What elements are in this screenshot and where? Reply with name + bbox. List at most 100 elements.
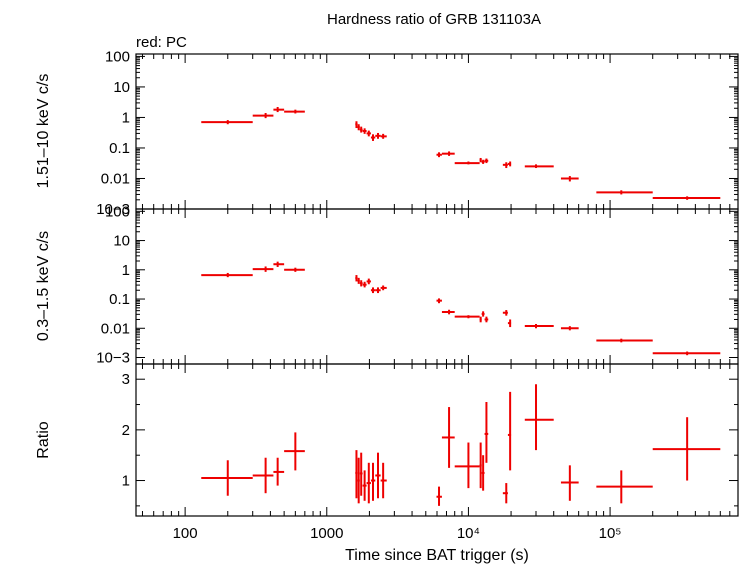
data-point bbox=[201, 460, 253, 496]
data-point bbox=[479, 157, 482, 163]
data-point bbox=[273, 261, 285, 267]
y-tick-label: 100 bbox=[105, 48, 130, 65]
data-point bbox=[484, 402, 489, 463]
data-point bbox=[375, 452, 381, 499]
data-point bbox=[436, 152, 442, 158]
data-point bbox=[596, 338, 653, 343]
data-point bbox=[596, 470, 653, 504]
y-tick-label: 1 bbox=[122, 109, 130, 126]
y-axis-label: Ratio bbox=[35, 421, 52, 458]
data-point bbox=[479, 442, 482, 489]
data-point bbox=[362, 470, 367, 501]
data-point bbox=[441, 309, 455, 315]
data-point bbox=[454, 161, 480, 165]
y-tick-label: 10 bbox=[113, 79, 130, 96]
data-point bbox=[454, 442, 480, 489]
data-point bbox=[252, 112, 274, 119]
panel-2: 100 10 1 0.1 0.01 10−3 0.3–1.5 keV c/s bbox=[35, 203, 739, 367]
y-tick-label: 10−3 bbox=[96, 201, 130, 218]
data-point bbox=[375, 287, 381, 294]
data-point bbox=[380, 285, 387, 291]
data-point bbox=[362, 128, 367, 134]
data-point bbox=[481, 455, 485, 491]
data-point bbox=[380, 133, 387, 139]
data-point bbox=[502, 483, 508, 504]
y-axis-label: 0.3–1.5 keV c/s bbox=[35, 231, 52, 341]
data-point bbox=[201, 272, 253, 278]
y-tick-label: 100 bbox=[105, 203, 130, 220]
data-point bbox=[441, 151, 455, 156]
y-tick-label: 10 bbox=[113, 233, 130, 250]
data-point bbox=[507, 319, 512, 328]
data-point bbox=[370, 287, 376, 294]
data-point bbox=[380, 462, 387, 499]
data-point bbox=[375, 132, 381, 139]
panel-frame bbox=[135, 53, 739, 210]
y-tick-label: 10−3 bbox=[96, 350, 130, 367]
data-point bbox=[355, 450, 358, 499]
data-point bbox=[524, 164, 554, 169]
y-tick-label: 0.01 bbox=[101, 320, 130, 337]
data-point bbox=[273, 457, 285, 486]
data-point bbox=[436, 486, 442, 506]
data-point bbox=[366, 278, 371, 285]
y-axis-label: 1.51–10 keV c/s bbox=[35, 74, 52, 189]
data-point bbox=[359, 126, 363, 133]
data-point bbox=[357, 124, 360, 131]
x-tick-label: 1000 bbox=[310, 525, 343, 542]
y-tick-label: 2 bbox=[122, 422, 130, 439]
data-point bbox=[357, 277, 360, 284]
data-point bbox=[507, 161, 512, 167]
y-tick-label: 3 bbox=[122, 371, 130, 388]
data-point bbox=[481, 311, 485, 317]
data-point bbox=[359, 452, 363, 496]
data-point bbox=[370, 462, 376, 501]
data-point bbox=[652, 196, 721, 200]
data-point bbox=[481, 159, 485, 164]
data-point bbox=[524, 384, 554, 451]
y-tick-label: 0.01 bbox=[101, 170, 130, 187]
data-point bbox=[273, 107, 285, 113]
data-point bbox=[201, 120, 253, 125]
data-point bbox=[366, 130, 371, 137]
data-point bbox=[284, 109, 305, 114]
data-point bbox=[355, 275, 358, 282]
x-axis-label: Time since BAT trigger (s) bbox=[345, 547, 529, 564]
data-point bbox=[652, 351, 721, 356]
y-tick-label: 1 bbox=[122, 262, 130, 279]
data-point bbox=[366, 462, 371, 504]
data-point bbox=[252, 457, 274, 494]
data-point bbox=[596, 190, 653, 195]
data-point bbox=[436, 298, 442, 304]
data-point bbox=[370, 134, 376, 141]
data-point bbox=[484, 158, 489, 164]
x-tick-label: 10⁴ bbox=[457, 525, 480, 542]
data-point bbox=[502, 310, 508, 316]
data-point bbox=[355, 121, 358, 129]
data-point bbox=[252, 266, 274, 272]
mode-label: red: PC bbox=[136, 34, 187, 51]
panel-3: 1 2 3 Ratio bbox=[35, 363, 739, 517]
data-point bbox=[362, 281, 367, 288]
y-tick-label: 1 bbox=[122, 473, 130, 490]
panel-frame bbox=[135, 363, 739, 517]
data-point bbox=[507, 391, 512, 471]
data-point bbox=[560, 176, 579, 182]
data-point bbox=[560, 326, 579, 331]
data-point bbox=[484, 316, 489, 323]
data-point bbox=[284, 432, 305, 471]
x-tick-label: 10⁵ bbox=[599, 525, 622, 542]
data-point bbox=[454, 315, 480, 319]
data-point bbox=[652, 417, 721, 481]
y-tick-label: 0.1 bbox=[109, 291, 130, 308]
data-point bbox=[479, 316, 482, 323]
x-tick-label: 100 bbox=[173, 525, 198, 542]
data-point bbox=[441, 407, 455, 468]
data-point bbox=[284, 267, 305, 272]
data-point bbox=[502, 162, 508, 169]
data-point bbox=[357, 457, 360, 504]
data-point bbox=[524, 324, 554, 329]
chart-title: Hardness ratio of GRB 131103A bbox=[327, 11, 541, 28]
y-tick-label: 0.1 bbox=[109, 140, 130, 157]
